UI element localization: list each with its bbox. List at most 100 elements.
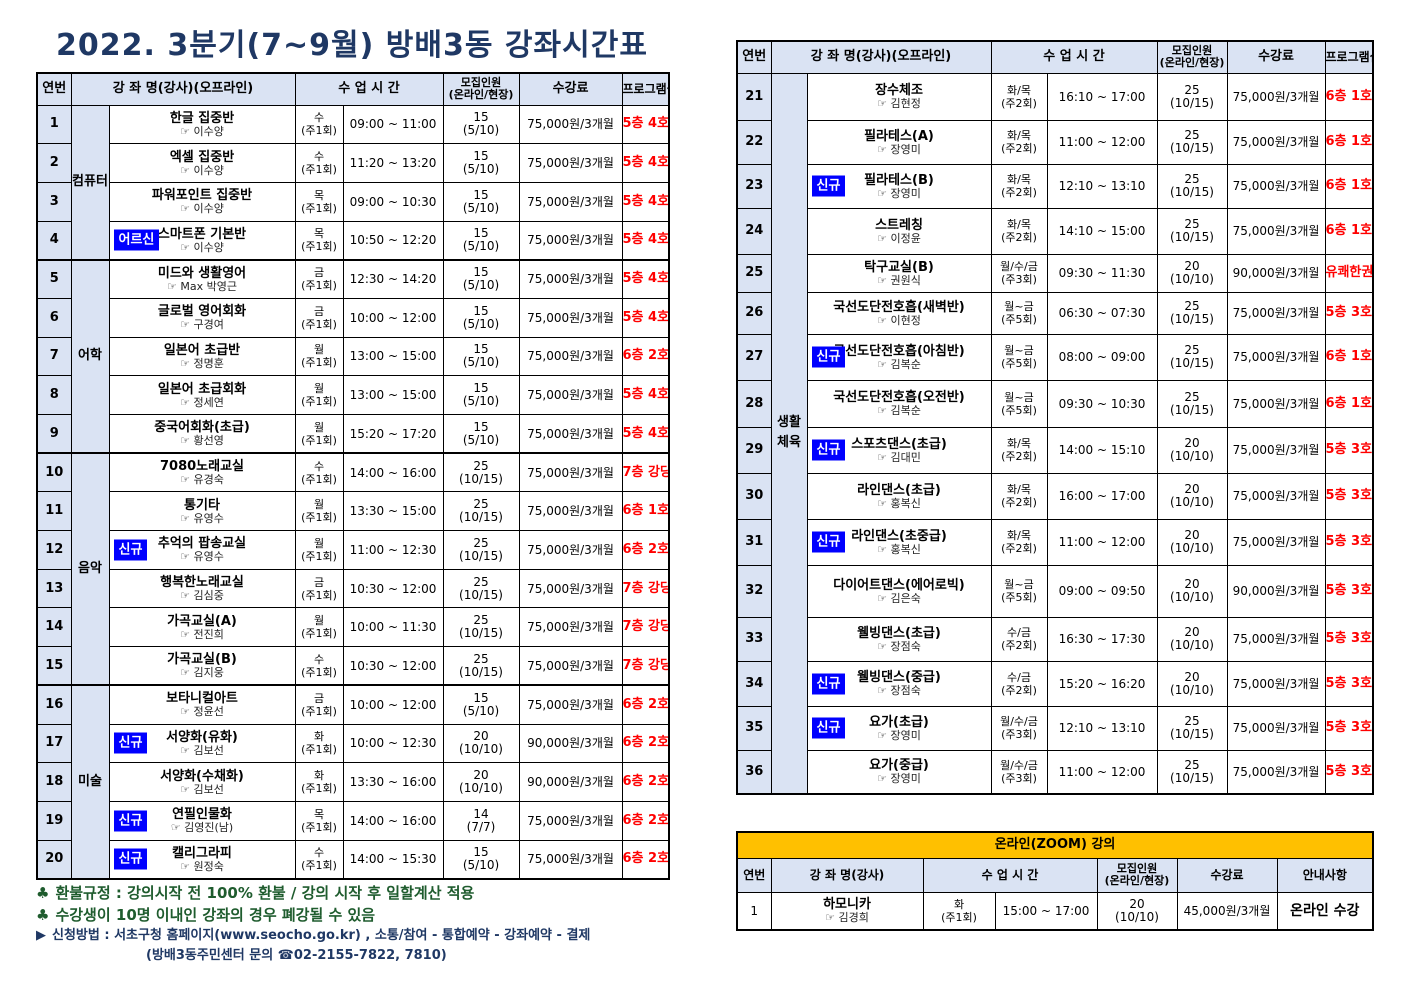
capacity-split: (10/10) bbox=[1170, 541, 1214, 555]
table-row: 34 신규 웰빙댄스(중급) ☞ 장점숙 수/금 (주2회) 15:20 ~ 16:20 20… bbox=[736, 660, 1374, 707]
capacity-split: (10/10) bbox=[459, 781, 503, 796]
course-name: 캘리그라피 bbox=[172, 845, 232, 861]
fee-cell: 75,000원/3개월 bbox=[1226, 291, 1326, 335]
class-day: 월 bbox=[313, 420, 325, 434]
notes-section: ♣ 환불규정 : 강의시작 전 100% 환불 / 강의 시작 후 일할계산 적용… bbox=[36, 882, 696, 966]
class-time: 06:30 ~ 07:30 bbox=[1046, 291, 1158, 335]
instructor-name: ☞ 김복순 bbox=[877, 404, 921, 417]
class-days: 금 (주1회) bbox=[294, 297, 344, 338]
class-day: 월~금 bbox=[1004, 344, 1034, 357]
class-time: 09:00 ~ 09:50 bbox=[1046, 564, 1158, 618]
course-name: 라인댄스(초중급) bbox=[851, 528, 947, 544]
course-badge: 신규 bbox=[113, 810, 148, 832]
course-name: 7080노래교실 bbox=[159, 459, 245, 475]
course-cell: 글로벌 영어회화 ☞ 구경여 bbox=[108, 297, 296, 338]
class-day: 수 bbox=[313, 111, 325, 125]
instructor-name: ☞ 정명훈 bbox=[180, 356, 224, 370]
row-number: 27 bbox=[736, 333, 772, 381]
table-row: 2 엑셀 집중반 ☞ 이수양 수 (주1회) 11:20 ~ 13:20 15 (5/10) 7… bbox=[36, 143, 670, 183]
table-row: 30 라인댄스(초급) ☞ 홍복신 화/목 (주2회) 16:00 ~ 17:00 20 (1… bbox=[736, 472, 1374, 520]
capacity-cell: 20 (10/10) bbox=[1156, 660, 1228, 707]
row-number: 4 bbox=[36, 220, 72, 261]
course-cell: 장수체조 ☞ 김현정 bbox=[806, 72, 992, 121]
instructor-name: ☞ 정세연 bbox=[180, 395, 224, 409]
table-row: 27 신규 국선도단전호흡(아침반) ☞ 김복순 월~금 (주5회) 08:00 ~ 09:… bbox=[736, 333, 1374, 381]
class-frequency: (주2회) bbox=[1001, 683, 1037, 697]
room-cell: 5층 3호 bbox=[1324, 518, 1374, 566]
header-room: 프로그램실 bbox=[1324, 40, 1374, 74]
fee-cell: 75,000원/3개월 bbox=[518, 336, 623, 377]
fee-cell: 75,000원/3개월 bbox=[1226, 705, 1326, 751]
class-frequency: (주1회) bbox=[301, 356, 337, 370]
header-fee: 수강료 bbox=[1226, 40, 1326, 74]
capacity-cell: 15 (5/10) bbox=[442, 336, 520, 377]
course-badge: 신규 bbox=[811, 346, 846, 368]
row-number: 18 bbox=[36, 762, 72, 802]
class-days: 금 (주1회) bbox=[294, 684, 344, 725]
course-cell: 필라테스(A) ☞ 장영미 bbox=[806, 119, 992, 165]
row-number: 25 bbox=[736, 253, 772, 293]
room-cell: 7층 강당 bbox=[621, 607, 670, 648]
class-day: 금 bbox=[313, 266, 325, 280]
instructor-name: ☞ 이정윤 bbox=[877, 231, 921, 245]
class-day: 화 bbox=[313, 769, 325, 783]
class-frequency: (주2회) bbox=[1001, 186, 1037, 199]
room-cell: 6층 2호 bbox=[621, 530, 670, 570]
table-row: 31 신규 라인댄스(초중급) ☞ 홍복신 화/목 (주2회) 11:00 ~ 12:00 2… bbox=[736, 518, 1374, 566]
row-number: 34 bbox=[736, 660, 772, 707]
class-frequency: (주1회) bbox=[301, 433, 337, 447]
table-row: 35 신규 요가(초급) ☞ 장영미 월/수/금 (주3회) 12:10 ~ 13:10 25… bbox=[736, 705, 1374, 751]
class-days: 화/목 (주2회) bbox=[990, 207, 1048, 255]
row-number: 31 bbox=[736, 518, 772, 566]
class-frequency: (주1회) bbox=[301, 395, 337, 409]
course-name: 하모니카 bbox=[823, 897, 871, 913]
closure-text: 수강생이 10명 이내인 강좌의 경우 폐강될 수 있음 bbox=[55, 906, 376, 924]
capacity-split: (5/10) bbox=[462, 432, 500, 447]
class-frequency: (주1회) bbox=[941, 910, 977, 924]
class-day: 월/수/금 bbox=[1000, 715, 1038, 728]
fee-cell: 75,000원/3개월 bbox=[518, 839, 623, 880]
course-cell: 가곡교실(B) ☞ 김지웅 bbox=[108, 646, 296, 686]
online-header-course: 강 좌 명(강사) bbox=[770, 857, 924, 893]
class-days: 월~금 (주5회) bbox=[990, 291, 1048, 335]
capacity-split: (10/15) bbox=[1170, 727, 1214, 741]
row-number: 30 bbox=[736, 472, 772, 520]
class-days: 수 (주1회) bbox=[294, 452, 344, 493]
table-row: 9 중국어회화(초급) ☞ 황선영 월 (주1회) 15:20 ~ 17:20 15 (5/1… bbox=[36, 414, 670, 454]
class-frequency: (주5회) bbox=[1001, 357, 1037, 370]
room-cell: 6층 2호 bbox=[621, 336, 670, 377]
room-cell: 6층 1호 bbox=[1324, 207, 1374, 255]
row-number: 12 bbox=[36, 530, 72, 570]
course-badge: 신규 bbox=[811, 673, 846, 694]
table-row: 7 일본어 초급반 ☞ 정명훈 월 (주1회) 13:00 ~ 15:00 15 (5/10)… bbox=[36, 336, 670, 377]
room-cell: 5층 4호 bbox=[621, 104, 670, 145]
capacity-cell: 14 (7/7) bbox=[442, 800, 520, 841]
row-number: 29 bbox=[736, 426, 772, 474]
capacity-split: (7/7) bbox=[466, 819, 496, 834]
class-day: 수 bbox=[313, 846, 325, 860]
class-time: 11:00 ~ 12:00 bbox=[1046, 749, 1158, 795]
room-cell: 6층 1호 bbox=[1324, 379, 1374, 428]
row-number: 6 bbox=[36, 297, 72, 338]
header-capacity: 모집인원 (온라인/현장) bbox=[442, 72, 520, 106]
class-day: 목 bbox=[313, 188, 325, 202]
instructor-name: ☞ 김복순 bbox=[877, 357, 921, 371]
class-frequency: (주3회) bbox=[1001, 273, 1037, 286]
club-icon: ♣ bbox=[36, 906, 50, 924]
table-row: 17 신규 서양화(유화) ☞ 김보선 화 (주1회) 10:00 ~ 12:30 20 (10… bbox=[36, 723, 670, 764]
capacity-split: (10/10) bbox=[459, 742, 503, 757]
capacity-split: (10/10) bbox=[1170, 272, 1214, 286]
capacity-total: 25 bbox=[473, 497, 489, 512]
row-number: 15 bbox=[36, 646, 72, 686]
class-day: 월 bbox=[313, 614, 325, 628]
class-time: 14:10 ~ 15:00 bbox=[1046, 207, 1158, 255]
course-cell: 신규 서양화(유화) ☞ 김보선 bbox=[108, 723, 296, 764]
capacity-cell: 20 (10/10) bbox=[1156, 564, 1228, 618]
class-time: 12:10 ~ 13:10 bbox=[1046, 163, 1158, 209]
course-name: 요가(중급) bbox=[869, 758, 929, 774]
room-cell: 6층 1호 bbox=[1324, 72, 1374, 121]
table-row: 4 어르신 스마트폰 기본반 ☞ 이수양 목 (주1회) 10:50 ~ 12:20 15 (5… bbox=[36, 220, 670, 261]
row-number: 35 bbox=[736, 705, 772, 751]
course-badge: 신규 bbox=[811, 439, 846, 461]
capacity-total: 25 bbox=[1184, 343, 1200, 357]
